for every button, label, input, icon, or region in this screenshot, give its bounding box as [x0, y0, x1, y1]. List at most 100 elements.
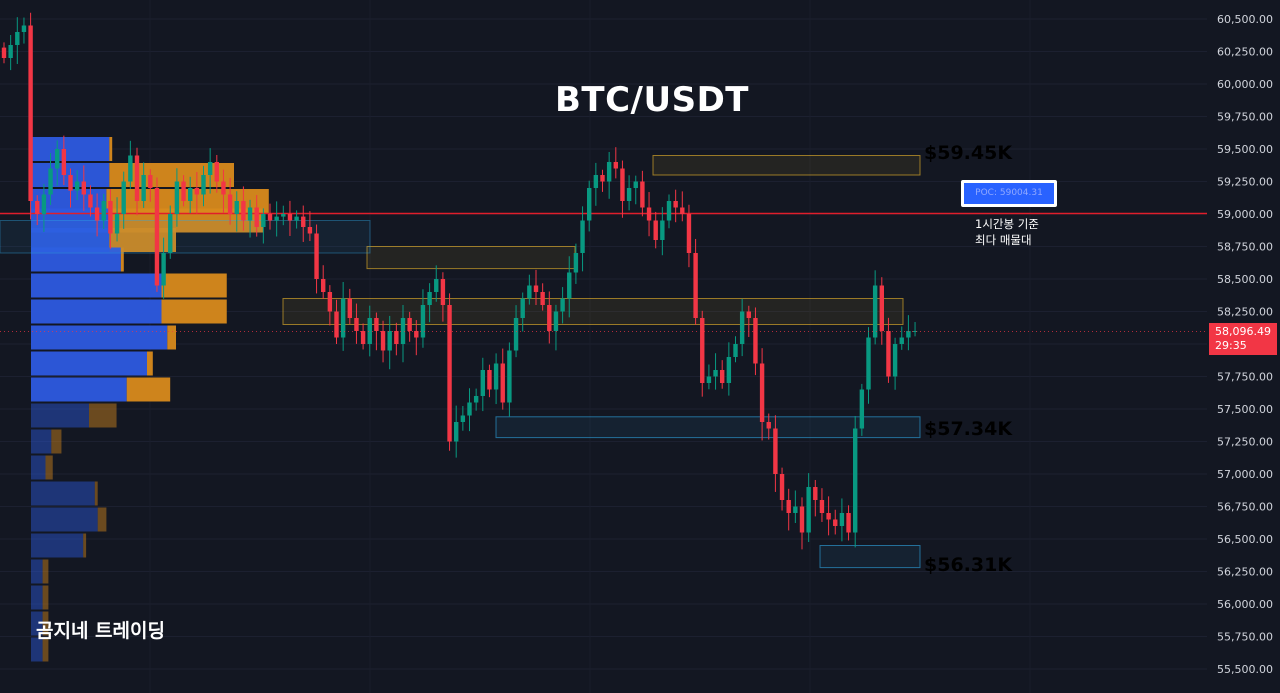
candle-body [460, 415, 466, 422]
candle-body [35, 201, 40, 214]
candle-body [746, 311, 751, 318]
candle-body [906, 331, 911, 338]
candle-body [134, 155, 140, 201]
y-tick-label: 55,750.00 [1217, 631, 1273, 644]
candle-body [234, 201, 239, 214]
candle-body [68, 175, 73, 191]
candle-body [221, 181, 226, 195]
candle-body [74, 181, 80, 191]
candle-body [367, 318, 372, 344]
candle-body [480, 370, 485, 396]
candle-body [706, 376, 712, 383]
candle-body [653, 220, 658, 240]
candle-body [121, 181, 126, 214]
volume-profile-sell-bar [45, 455, 53, 480]
candle-body [214, 162, 219, 182]
y-tick-label: 55,500.00 [1217, 663, 1273, 676]
volume-profile-buy-bar [31, 351, 147, 376]
candle-body [626, 188, 632, 201]
candle-body [779, 474, 785, 500]
price-zone [282, 298, 904, 325]
candle-body [853, 428, 858, 533]
candle-body [846, 513, 851, 533]
candle-body [181, 181, 186, 201]
volume-profile-buy-bar [31, 299, 162, 324]
y-tick-label: 56,250.00 [1217, 566, 1273, 579]
candle-body [420, 305, 426, 338]
candle-body [606, 162, 612, 182]
candle-body [533, 285, 539, 292]
candle-body [646, 207, 652, 221]
price-zone [495, 416, 921, 439]
candle-body [334, 311, 339, 338]
candle-body [281, 214, 286, 217]
volume-profile-buy-bar [31, 137, 110, 161]
candle-body [493, 363, 499, 390]
candle-body [693, 253, 698, 318]
volume-profile-sell-bar [120, 247, 124, 272]
price-zone [366, 246, 576, 270]
volume-profile-sell-bar [167, 325, 176, 350]
volume-profile-sell-bar [51, 429, 62, 454]
volume-profile-buy-bar [31, 273, 162, 298]
candle-body [912, 331, 918, 332]
candle-body [766, 422, 771, 429]
poc-note-line1: 1시간봉 기준 [975, 217, 1039, 231]
candle-body [314, 233, 319, 279]
candle-body [660, 220, 665, 240]
candle-body [321, 279, 326, 292]
candle-body [799, 506, 805, 533]
volume-profile-sell-bar [89, 403, 117, 428]
candle-body [394, 331, 399, 344]
candle-body [41, 194, 47, 214]
candle-body [872, 285, 878, 338]
candle-body [892, 344, 898, 377]
candle-body [347, 298, 352, 318]
candle-body [168, 214, 173, 253]
volume-profile-buy-bar [31, 403, 89, 428]
candle-body [733, 344, 738, 357]
candle-body [573, 253, 579, 273]
volume-profile-buy-bar [31, 637, 43, 662]
candle-body [540, 292, 545, 305]
candle-body [434, 279, 439, 292]
candle-body [161, 253, 166, 286]
candle-body [414, 331, 419, 338]
candle-body [553, 311, 559, 331]
candle-body [241, 201, 246, 221]
price-zone [652, 155, 921, 176]
candle-body [307, 227, 313, 234]
y-tick-label: 57,250.00 [1217, 436, 1273, 449]
poc-note-line2: 최다 매물대 [975, 233, 1032, 247]
candle-body [201, 175, 206, 195]
volume-profile-buy-bar [31, 377, 127, 402]
last-price-value: 58,096.49 [1215, 325, 1271, 338]
poc-label: POC: 59004.31 [975, 188, 1043, 198]
candle-body [407, 318, 412, 331]
candle-body [879, 285, 884, 331]
chart-title: BTC/USDT [555, 80, 749, 120]
candle-body [673, 201, 678, 208]
y-tick-label: 60,250.00 [1217, 46, 1273, 59]
candle-body [773, 428, 778, 474]
candle-body [207, 162, 213, 175]
candle-body [620, 168, 625, 201]
candle-body [886, 331, 891, 377]
candle-body [513, 318, 519, 351]
candle-body [194, 188, 200, 195]
candle-body [94, 207, 100, 221]
candle-body [55, 149, 60, 169]
candle-body [340, 298, 346, 338]
candle-body [61, 149, 67, 175]
candle-body [560, 298, 565, 312]
candle-body [686, 214, 692, 253]
candle-body [666, 201, 672, 221]
volume-profile-sell-bar [42, 585, 49, 610]
candle-body [580, 220, 585, 253]
level-label-57340: $57.34K [924, 418, 1013, 440]
level-label-59450: $59.45K [924, 142, 1013, 164]
candle-body [587, 188, 592, 221]
volume-profile-sell-bar [83, 533, 87, 558]
candle-body [174, 181, 180, 214]
